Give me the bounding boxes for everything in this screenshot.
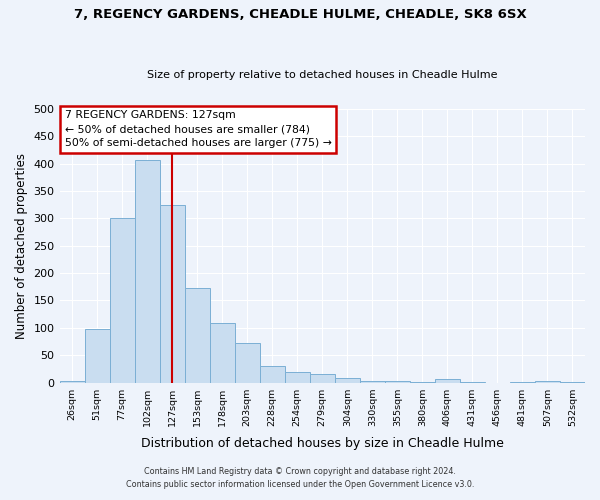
Bar: [535, 381, 560, 382]
X-axis label: Distribution of detached houses by size in Cheadle Hulme: Distribution of detached houses by size …: [141, 437, 504, 450]
Bar: [235, 343, 260, 382]
Bar: [134, 160, 160, 382]
Bar: [310, 374, 335, 382]
Text: 7 REGENCY GARDENS: 127sqm
← 50% of detached houses are smaller (784)
50% of semi: 7 REGENCY GARDENS: 127sqm ← 50% of detac…: [65, 110, 332, 148]
Bar: [59, 381, 85, 382]
Text: Contains HM Land Registry data © Crown copyright and database right 2024.
Contai: Contains HM Land Registry data © Crown c…: [126, 467, 474, 489]
Title: Size of property relative to detached houses in Cheadle Hulme: Size of property relative to detached ho…: [147, 70, 497, 81]
Bar: [160, 205, 185, 382]
Bar: [285, 372, 310, 382]
Bar: [209, 324, 235, 382]
Bar: [435, 379, 460, 382]
Bar: [260, 366, 285, 382]
Y-axis label: Number of detached properties: Number of detached properties: [15, 153, 28, 339]
Bar: [110, 218, 134, 382]
Bar: [185, 288, 209, 382]
Bar: [335, 378, 360, 382]
Bar: [85, 330, 110, 382]
Text: 7, REGENCY GARDENS, CHEADLE HULME, CHEADLE, SK8 6SX: 7, REGENCY GARDENS, CHEADLE HULME, CHEAD…: [74, 8, 526, 20]
Bar: [360, 381, 385, 382]
